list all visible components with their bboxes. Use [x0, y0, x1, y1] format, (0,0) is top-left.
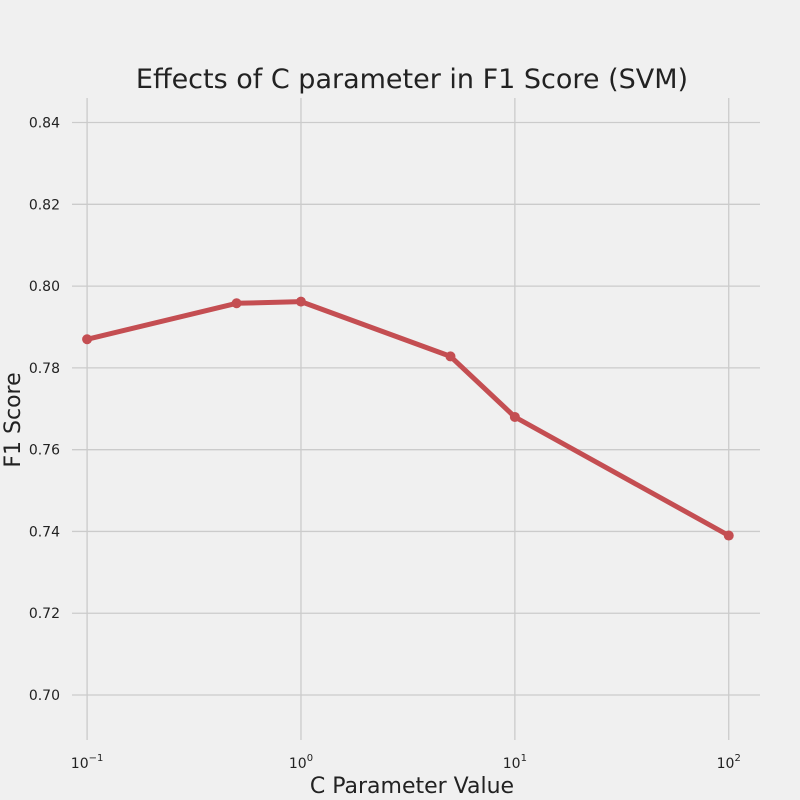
y-tick-label: 0.80: [29, 279, 60, 295]
y-axis-label: F1 Score: [1, 372, 26, 467]
y-tick-label: 0.74: [29, 524, 60, 540]
x-tick-label: 100: [289, 753, 313, 772]
series-layer: [82, 296, 734, 541]
data-point: [82, 334, 93, 345]
chart-title: Effects of C parameter in F1 Score (SVM): [136, 64, 688, 95]
data-point: [295, 296, 306, 307]
x-tick-label: 101: [503, 753, 527, 772]
x-axis-label: C Parameter Value: [310, 774, 514, 799]
y-tick-label: 0.82: [29, 197, 60, 213]
y-tick-label: 0.72: [29, 606, 60, 622]
data-point: [231, 298, 242, 309]
y-tick-label: 0.76: [29, 443, 60, 459]
y-tick-label: 0.84: [29, 116, 60, 132]
data-point: [509, 411, 520, 422]
y-tick-label: 0.70: [29, 688, 60, 704]
x-tick-label: 10−1: [71, 753, 104, 772]
data-point: [723, 530, 734, 541]
data-point: [445, 351, 456, 362]
y-axis-ticks: 0.70 0.72 0.74 0.76 0.78 0.80 0.82 0.84: [29, 116, 60, 704]
series-line: [84, 299, 732, 538]
y-tick-label: 0.78: [29, 361, 60, 377]
x-axis-ticks: 10−1 100 101 102: [71, 753, 741, 772]
grid: [72, 98, 760, 740]
x-tick-label: 102: [717, 753, 741, 772]
